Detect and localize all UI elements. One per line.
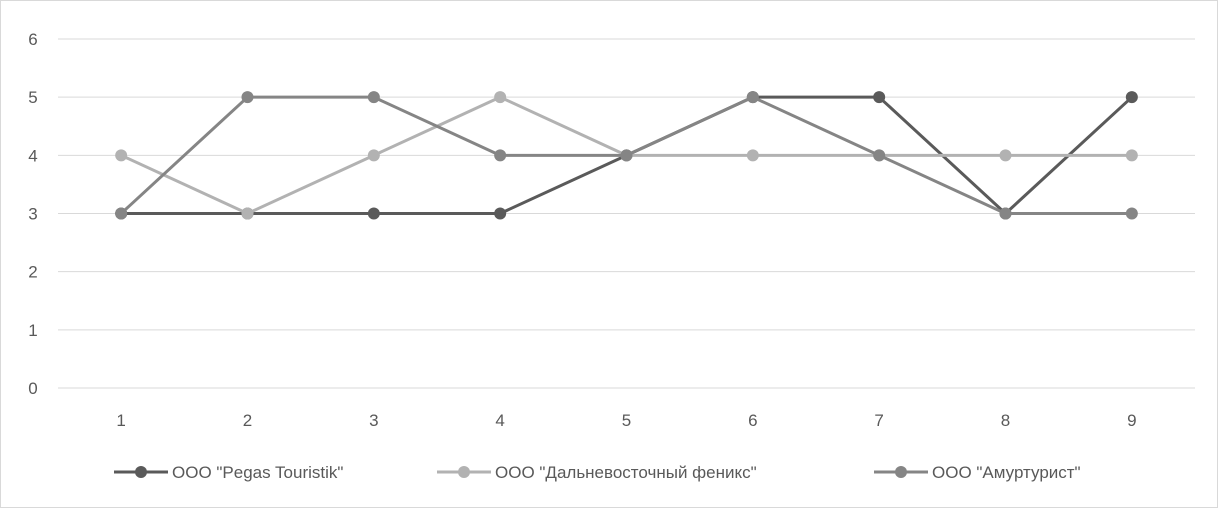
- x-tick-label: 3: [369, 411, 378, 430]
- y-tick-label: 3: [28, 205, 37, 224]
- data-point: [367, 91, 380, 104]
- legend-label: ООО "Дальневосточный феникс": [495, 463, 757, 482]
- y-tick-label: 2: [28, 263, 37, 282]
- data-point: [873, 91, 886, 104]
- x-tick-label: 4: [495, 411, 504, 430]
- legend-label: ООО "Амуртурист": [932, 463, 1081, 482]
- y-tick-label: 4: [28, 146, 37, 165]
- data-point: [999, 149, 1012, 162]
- data-point: [494, 91, 507, 104]
- series-lines: [115, 91, 1138, 220]
- data-point: [367, 149, 380, 162]
- y-tick-label: 1: [28, 321, 37, 340]
- data-point: [1125, 207, 1138, 220]
- data-point: [746, 91, 759, 104]
- data-point: [1125, 91, 1138, 104]
- data-point: [367, 207, 380, 220]
- series-3: [115, 91, 1138, 220]
- y-tick-label: 0: [28, 379, 37, 398]
- data-point: [1125, 149, 1138, 162]
- data-point: [873, 149, 886, 162]
- x-tick-label: 6: [748, 411, 757, 430]
- x-tick-label: 9: [1127, 411, 1136, 430]
- data-point: [999, 207, 1012, 220]
- x-tick-label: 1: [116, 411, 125, 430]
- data-point: [241, 91, 254, 104]
- x-axis-ticks: 1 2 3 4 5 6 7 8 9: [116, 411, 1136, 430]
- legend-marker: [135, 466, 147, 478]
- data-point: [494, 149, 507, 162]
- legend: ООО "Pegas Touristik" ООО "Дальневосточны…: [114, 463, 1081, 482]
- legend-item: ООО "Дальневосточный феникс": [437, 463, 757, 482]
- y-axis-ticks: 0 1 2 3 4 5 6: [28, 30, 37, 398]
- legend-item: ООО "Pegas Touristik": [114, 463, 343, 482]
- x-tick-label: 7: [874, 411, 883, 430]
- x-tick-label: 8: [1001, 411, 1010, 430]
- data-point: [620, 149, 633, 162]
- x-tick-label: 5: [622, 411, 631, 430]
- data-point: [115, 207, 128, 220]
- data-point: [494, 207, 507, 220]
- legend-label: ООО "Pegas Touristik": [172, 463, 343, 482]
- legend-marker: [895, 466, 907, 478]
- data-point: [241, 207, 254, 220]
- legend-item: ООО "Амуртурист": [874, 463, 1081, 482]
- y-tick-label: 6: [28, 30, 37, 49]
- data-point: [746, 149, 759, 162]
- legend-marker: [458, 466, 470, 478]
- y-tick-label: 5: [28, 88, 37, 107]
- data-point: [115, 149, 128, 162]
- x-tick-label: 2: [243, 411, 252, 430]
